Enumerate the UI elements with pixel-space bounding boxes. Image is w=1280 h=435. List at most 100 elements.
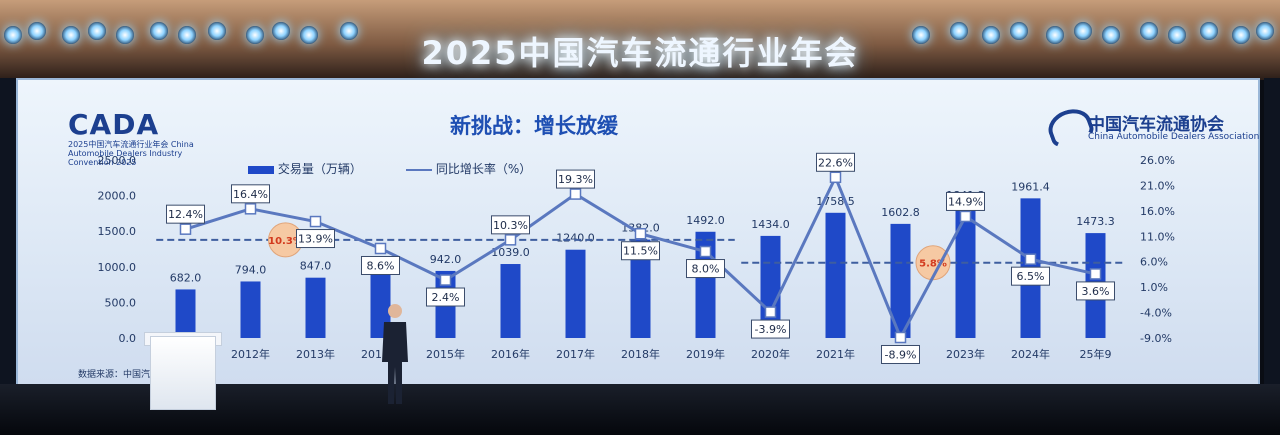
bar xyxy=(500,264,521,338)
stage-light xyxy=(300,26,318,44)
growth-label: 16.4% xyxy=(233,188,268,201)
growth-label: 2.4% xyxy=(432,291,460,304)
category-label: 2021年 xyxy=(816,347,855,361)
bar xyxy=(565,249,586,338)
category-label: 2016年 xyxy=(491,347,530,361)
bar-value-label: 1602.8 xyxy=(881,206,920,219)
category-label: 2015年 xyxy=(426,347,465,361)
stage-light xyxy=(1010,22,1028,40)
stage-light xyxy=(246,26,264,44)
legend-line-swatch xyxy=(406,168,432,171)
data-source: 数据来源：中国汽车 xyxy=(78,370,160,380)
bar-value-label: 1240.0 xyxy=(556,232,595,245)
bar xyxy=(890,223,911,338)
growth-label: 13.9% xyxy=(298,233,333,246)
legend-line-label: 同比增长率（%） xyxy=(435,162,532,176)
growth-point xyxy=(439,274,452,286)
bar xyxy=(175,289,196,338)
right-axis-tick: 21.0% xyxy=(1140,179,1175,192)
right-axis-tick: 6.0% xyxy=(1140,256,1168,269)
growth-point xyxy=(634,227,647,240)
bar xyxy=(370,272,391,338)
growth-point xyxy=(374,242,387,255)
growth-label: 14.9% xyxy=(948,195,983,208)
chart-canvas: 0.0 500.0 1000.0 1500.0 2000.0 2500.0 -9.0% -4.… xyxy=(98,152,1175,364)
right-axis-tick: -9.0% xyxy=(1140,332,1172,345)
category-label: 2012年 xyxy=(231,347,270,361)
stage-light xyxy=(912,26,930,44)
screen-edge-right xyxy=(1264,78,1280,384)
stage-light xyxy=(88,22,106,40)
left-axis-tick: 500.0 xyxy=(105,296,137,309)
slide-title: 新挑战：增长放缓 xyxy=(450,114,618,138)
stage-light xyxy=(62,26,80,44)
stage-light xyxy=(208,22,226,40)
growth-point xyxy=(309,215,322,228)
stage-light xyxy=(28,22,46,40)
left-axis-top-label: 2500.0 xyxy=(98,154,137,167)
category-label: 2017年 xyxy=(556,347,595,361)
growth-label-box xyxy=(881,344,920,364)
bar-value-label: 1434.0 xyxy=(751,218,790,231)
stage-light xyxy=(982,26,1000,44)
growth-label-box xyxy=(1076,281,1115,301)
growth-label-box xyxy=(296,229,335,249)
category-label: 2013年 xyxy=(296,347,335,361)
association-name: 中国汽车流通协会 xyxy=(1088,115,1224,135)
legend-line: 同比增长率（%） xyxy=(406,160,531,177)
growth-point xyxy=(699,245,712,258)
bar-value-label: 847.0 xyxy=(300,260,332,273)
growth-label-box xyxy=(686,259,725,279)
growth-label-box xyxy=(231,184,270,204)
growth-label-box xyxy=(816,152,855,172)
legend-bar: 交易量（万辆） xyxy=(248,160,362,177)
category-label: 2020年 xyxy=(751,347,790,361)
right-axis-tick: 26.0% xyxy=(1140,154,1175,167)
growth-point xyxy=(959,210,972,223)
growth-label: 12.4% xyxy=(168,208,203,221)
cada-logo-text: CADA xyxy=(68,108,160,141)
average-badge-label: 10.3% xyxy=(268,236,303,247)
podium xyxy=(150,336,216,410)
growth-label-box xyxy=(491,215,530,235)
left-axis-tick: 0.0 xyxy=(119,332,137,345)
growth-point xyxy=(829,171,842,184)
growth-label: 10.3% xyxy=(493,219,528,232)
growth-label: 19.3% xyxy=(558,173,593,186)
legend-bar-label: 交易量（万辆） xyxy=(277,162,362,176)
stage-light xyxy=(340,22,358,40)
growth-label-box xyxy=(361,255,400,275)
stage-light xyxy=(1256,22,1274,40)
bar-value-label: 1492.0 xyxy=(686,214,725,227)
growth-label-box xyxy=(166,204,205,224)
stage-light xyxy=(1102,26,1120,44)
bar-value-label: 1039.0 xyxy=(491,246,530,259)
growth-point xyxy=(244,203,257,215)
category-label: 2018年 xyxy=(621,347,660,361)
growth-label-box xyxy=(426,287,465,307)
stage-light xyxy=(950,22,968,40)
growth-label-box xyxy=(621,241,660,261)
bar-value-label: 794.0 xyxy=(235,263,267,276)
stage-light xyxy=(178,26,196,44)
growth-point xyxy=(764,306,777,318)
growth-label: 6.5% xyxy=(1017,270,1045,283)
average-badge-label: 5.8% xyxy=(919,259,947,270)
growth-point xyxy=(894,331,907,344)
presentation-screen: CADA 2025中国汽车流通行业年会 China Automobile Dea… xyxy=(16,78,1260,388)
growth-point xyxy=(569,188,582,200)
stage-light xyxy=(150,22,168,40)
growth-label: -3.9% xyxy=(755,323,787,336)
growth-label: 11.5% xyxy=(623,245,658,258)
left-axis-tick: 1500.0 xyxy=(98,225,137,238)
growth-point xyxy=(504,234,517,246)
stage-light xyxy=(1046,26,1064,44)
stage-light xyxy=(1168,26,1186,44)
left-axis-tick: 1000.0 xyxy=(98,261,137,274)
stage-light xyxy=(1200,22,1218,40)
growth-label-box xyxy=(1011,266,1050,286)
bar xyxy=(630,239,651,338)
association-name-en: China Automobile Dealers Association xyxy=(1088,132,1260,142)
cada-logo: CADA 2025中国汽车流通行业年会 China Automobile Dea… xyxy=(68,108,208,168)
category-label: 25年9 xyxy=(1080,347,1112,361)
